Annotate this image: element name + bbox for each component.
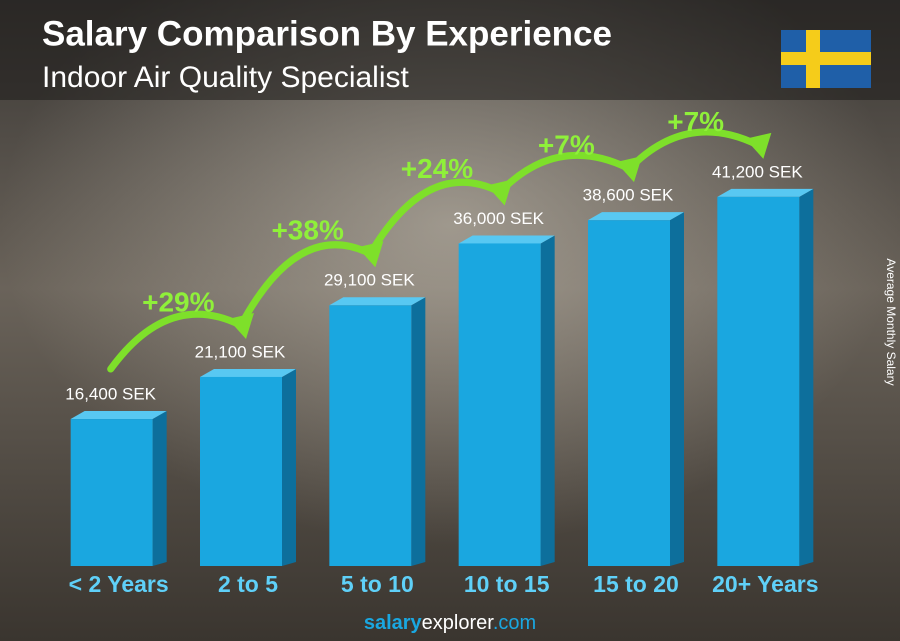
bar: [200, 376, 282, 566]
x-tick-label: 5 to 10: [341, 571, 414, 597]
bar: [717, 196, 800, 566]
bar-top: [70, 411, 167, 420]
value-label: 29,100 SEK: [324, 271, 415, 290]
bar-side: [282, 368, 296, 566]
growth-label: +29%: [142, 286, 214, 317]
bar: [588, 220, 670, 567]
value-label: 38,600 SEK: [583, 186, 674, 205]
growth-label: +7%: [538, 130, 595, 161]
footer-part: explorer: [422, 612, 495, 634]
bar-side: [411, 297, 426, 566]
bar: [70, 419, 153, 566]
bar-top: [329, 297, 426, 306]
bar-side: [152, 411, 167, 566]
bar-top: [717, 188, 814, 197]
chart-title: Salary Comparison By Experience: [42, 14, 612, 53]
bar-side: [799, 188, 814, 566]
x-tick-label: 10 to 15: [464, 571, 550, 597]
bar-top: [200, 368, 296, 377]
bar-side: [540, 235, 555, 566]
footer-part: salary: [364, 612, 423, 634]
growth-arrow: [107, 310, 244, 373]
bar-top: [458, 235, 555, 244]
value-label: 21,100 SEK: [195, 342, 286, 361]
x-tick-label: 20+ Years: [712, 571, 818, 597]
growth-arrowhead: [745, 132, 772, 159]
growth-label: +24%: [401, 153, 473, 184]
x-tick-label: 2 to 5: [218, 571, 278, 597]
growth-arrow: [365, 178, 503, 259]
ceiling: [0, 0, 900, 100]
growth-arrow: [236, 241, 373, 331]
growth-arrow: [624, 128, 761, 174]
growth-label: +38%: [271, 215, 343, 246]
growth-label: +7%: [667, 106, 724, 137]
value-label: 16,400 SEK: [65, 385, 156, 404]
chart-subtitle: Indoor Air Quality Specialist: [42, 61, 410, 94]
bar: [329, 305, 412, 566]
x-tick-label: < 2 Years: [69, 571, 169, 597]
x-tick-label: 15 to 20: [593, 571, 679, 597]
bar-side: [670, 212, 684, 567]
footer-part: .com: [493, 612, 536, 634]
value-label: 36,000 SEK: [453, 209, 544, 228]
value-label: 41,200 SEK: [712, 162, 803, 181]
flag: [781, 30, 871, 88]
y-axis-label: Average Monthly Salary: [884, 258, 898, 385]
growth-arrow: [495, 151, 632, 197]
footer: salaryexplorer.com: [364, 612, 536, 634]
bar: [458, 243, 541, 566]
bar-top: [588, 212, 684, 221]
